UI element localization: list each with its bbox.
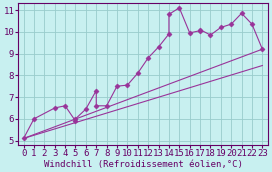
X-axis label: Windchill (Refroidissement éolien,°C): Windchill (Refroidissement éolien,°C): [44, 159, 242, 169]
